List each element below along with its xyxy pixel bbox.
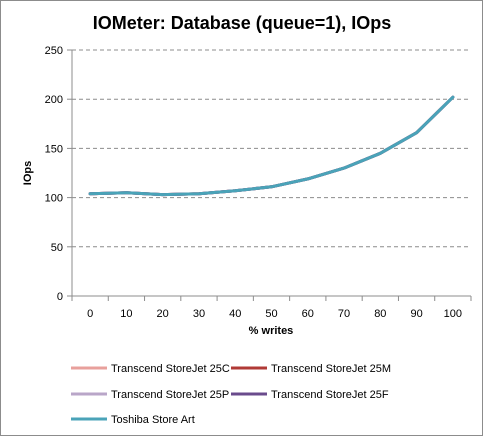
legend-label: Transcend StoreJet 25M — [271, 363, 391, 375]
y-tick-label: 150 — [45, 143, 63, 155]
x-tick-label: 60 — [302, 308, 314, 320]
x-tick-label: 80 — [374, 308, 386, 320]
legend-label: Transcend StoreJet 25P — [111, 389, 229, 401]
legend-label: Transcend StoreJet 25C — [111, 363, 230, 375]
x-tick-label: 30 — [193, 308, 205, 320]
legend: Transcend StoreJet 25C Transcend StoreJet… — [71, 363, 391, 426]
series-lines — [88, 95, 455, 197]
x-tick-label: 50 — [265, 308, 277, 320]
x-tick-label: 10 — [120, 308, 132, 320]
x-tick-label: 70 — [338, 308, 350, 320]
series-line — [88, 95, 455, 197]
chart-title: IOMeter: Database (queue=1), IOps — [93, 13, 392, 33]
x-tick-label: 100 — [444, 308, 462, 320]
axes — [67, 49, 472, 301]
series-line — [88, 95, 455, 197]
y-tick-label: 250 — [45, 45, 63, 57]
x-axis-label: % writes — [249, 325, 294, 337]
gridlines — [72, 49, 471, 248]
y-axis-label: IOps — [22, 161, 34, 185]
x-tick-label: 0 — [87, 308, 93, 320]
legend-label: Toshiba Store Art — [111, 414, 195, 426]
x-tick-labels: 0 10 20 30 40 50 60 70 80 90 100 — [87, 308, 462, 320]
legend-label: Transcend StoreJet 25F — [271, 389, 389, 401]
y-tick-label: 100 — [45, 193, 63, 205]
series-line — [88, 95, 455, 197]
y-tick-label: 50 — [51, 242, 63, 254]
series-line — [88, 95, 455, 197]
x-tick-label: 20 — [157, 308, 169, 320]
series-line — [88, 95, 455, 197]
x-tick-label: 40 — [229, 308, 241, 320]
y-tick-label: 0 — [57, 291, 63, 303]
y-tick-label: 200 — [45, 94, 63, 106]
x-tick-label: 90 — [410, 308, 422, 320]
y-tick-labels: 0 50 100 150 200 250 — [45, 45, 63, 303]
